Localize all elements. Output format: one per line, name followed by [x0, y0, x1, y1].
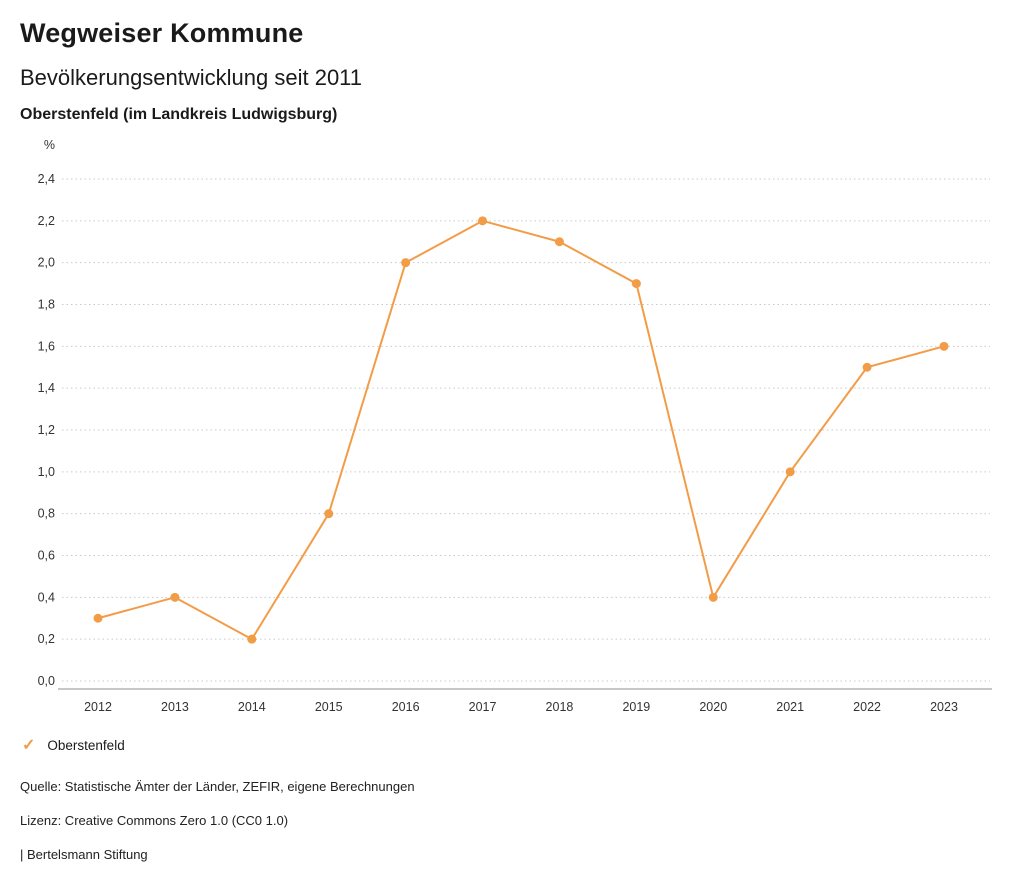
license-text: Lizenz: Creative Commons Zero 1.0 (CC0 1…: [20, 813, 289, 828]
data-point[interactable]: [247, 634, 257, 644]
source-text: Quelle: Statistische Ämter der Länder, Z…: [20, 779, 415, 794]
x-tick-label: 2019: [622, 700, 650, 714]
x-tick-label: 2021: [776, 700, 804, 714]
chart-location-subtitle: Oberstenfeld (im Landkreis Ludwigsburg): [20, 106, 338, 123]
legend: ✓ Oberstenfeld: [22, 735, 1024, 755]
data-point[interactable]: [708, 592, 718, 602]
y-tick-label: 1,4: [38, 381, 55, 395]
data-point[interactable]: [631, 279, 641, 289]
chart-title: Bevölkerungsentwicklung seit 2011: [20, 65, 363, 90]
data-point[interactable]: [939, 341, 949, 351]
y-tick-label: 1,2: [38, 423, 55, 437]
x-tick-label: 2018: [546, 700, 574, 714]
y-tick-label: 0,0: [38, 674, 55, 688]
x-tick-label: 2023: [930, 700, 958, 714]
x-tick-label: 2017: [469, 700, 497, 714]
data-point[interactable]: [478, 216, 488, 226]
x-tick-label: 2020: [699, 700, 727, 714]
y-tick-label: 1,0: [38, 465, 55, 479]
line-chart: % 0,0 0,2 0,4 0,6 0,8 1,0 1,2 1,4 1,6 1,8 2,0 2,2 2,4…: [38, 138, 992, 714]
check-icon: ✓: [22, 737, 36, 754]
legend-item-label[interactable]: Oberstenfeld: [47, 737, 125, 753]
y-tick-label: 2,4: [38, 172, 55, 186]
data-point[interactable]: [785, 467, 795, 477]
attribution-text: | Bertelsmann Stiftung: [20, 847, 148, 862]
page: Wegweiser Kommune Bevölkerungsentwicklun…: [0, 18, 1024, 888]
x-tick-label: 2022: [853, 700, 881, 714]
y-tick-label: 1,6: [38, 339, 55, 353]
app-title: Wegweiser Kommune: [20, 18, 304, 48]
data-point[interactable]: [401, 258, 411, 268]
x-tick-label: 2014: [238, 700, 266, 714]
x-tick-label: 2015: [315, 700, 343, 714]
y-tick-label: 0,4: [38, 590, 55, 604]
data-point[interactable]: [170, 592, 180, 602]
y-tick-label: 2,2: [38, 214, 55, 228]
y-tick-label: 0,6: [38, 549, 55, 563]
data-point[interactable]: [324, 509, 334, 519]
series-line: [97, 219, 945, 641]
y-axis-unit-label: %: [44, 138, 55, 152]
y-tick-label: 2,0: [38, 256, 55, 270]
y-tick-label: 0,8: [38, 507, 55, 521]
data-point[interactable]: [93, 613, 103, 623]
x-tick-label: 2016: [392, 700, 420, 714]
data-point[interactable]: [554, 237, 564, 247]
footer: Quelle: Statistische Ämter der Länder, Z…: [20, 779, 1024, 862]
y-tick-label: 0,2: [38, 632, 55, 646]
y-tick-label: 1,8: [38, 298, 55, 312]
x-tick-label: 2012: [84, 700, 112, 714]
x-tick-label: 2013: [161, 700, 189, 714]
data-point[interactable]: [862, 362, 872, 372]
